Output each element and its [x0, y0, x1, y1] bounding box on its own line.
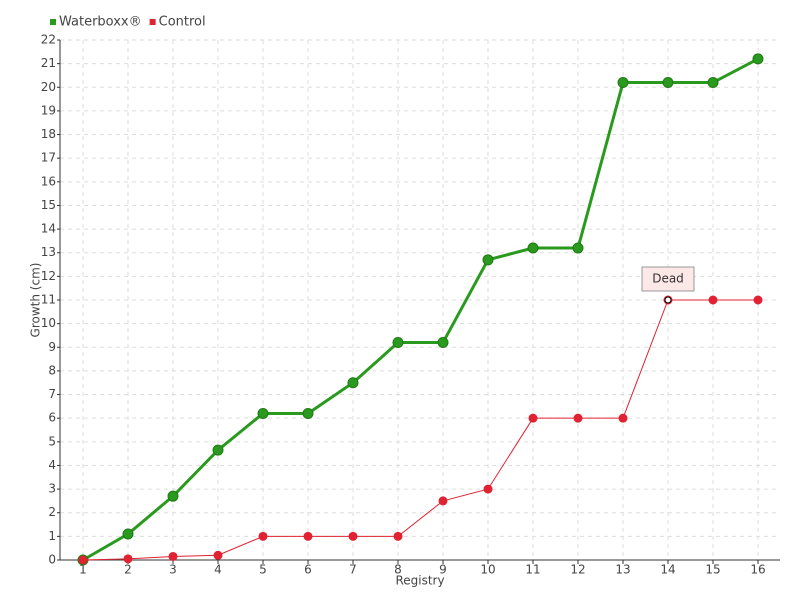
data-point: [393, 531, 403, 541]
data-point: [483, 484, 493, 494]
data-point: [258, 531, 268, 541]
data-point: [213, 550, 223, 560]
data-point: [573, 413, 583, 423]
data-point: [303, 531, 313, 541]
y-tick-label: 20: [41, 80, 56, 94]
data-point: [392, 337, 404, 349]
data-point: [437, 337, 449, 349]
x-tick-label: 16: [750, 563, 765, 577]
legend-label: Control: [159, 15, 206, 30]
y-tick-label: 0: [48, 553, 56, 567]
y-tick-label: 7: [48, 387, 56, 401]
data-point: [617, 77, 629, 89]
x-tick-label: 4: [214, 563, 222, 577]
data-point: [618, 413, 628, 423]
x-tick-label: 3: [169, 563, 177, 577]
x-tick-label: 13: [615, 563, 630, 577]
y-tick-label: 21: [41, 56, 56, 70]
y-tick-label: 11: [41, 293, 56, 307]
y-tick-label: 17: [41, 151, 56, 165]
y-tick-label: 9: [48, 340, 56, 354]
data-point: [167, 490, 179, 502]
annotation-point: [664, 296, 672, 304]
y-tick-label: 4: [48, 458, 56, 472]
x-tick-label: 7: [349, 563, 357, 577]
y-tick-label: 5: [48, 434, 56, 448]
y-tick-label: 16: [41, 174, 56, 188]
data-point: [257, 407, 269, 419]
data-point: [708, 295, 718, 305]
y-tick-label: 2: [48, 505, 56, 519]
data-point: [168, 551, 178, 561]
data-point: [482, 254, 494, 266]
data-point: [302, 407, 314, 419]
data-point: [122, 528, 134, 540]
legend-label: Waterboxx®: [59, 15, 142, 30]
data-point: [123, 554, 133, 564]
y-tick-label: 15: [41, 198, 56, 212]
y-tick-label: 6: [48, 411, 56, 425]
x-tick-label: 11: [525, 563, 540, 577]
y-tick-label: 3: [48, 482, 56, 496]
x-tick-label: 12: [570, 563, 585, 577]
annotation-box: [641, 266, 695, 292]
x-tick-label: 14: [660, 563, 675, 577]
x-axis-label: Registry: [395, 574, 444, 588]
y-tick-label: 19: [41, 103, 56, 117]
data-point: [438, 496, 448, 506]
data-point: [752, 53, 764, 65]
y-tick-label: 1: [48, 529, 56, 543]
data-point: [662, 77, 674, 89]
y-tick-label: 18: [41, 127, 56, 141]
x-tick-label: 8: [394, 563, 402, 577]
data-point: [212, 444, 224, 456]
x-tick-label: 5: [259, 563, 267, 577]
data-point: [527, 242, 539, 254]
x-tick-label: 1: [79, 563, 87, 577]
series-line: [82, 299, 758, 561]
y-tick-label: 14: [41, 222, 56, 236]
data-point: [528, 413, 538, 423]
x-tick-label: 2: [124, 563, 132, 577]
data-point: [572, 242, 584, 254]
legend-swatch: [50, 19, 56, 25]
data-point: [753, 295, 763, 305]
y-tick-label: 13: [41, 245, 56, 259]
y-tick-label: 10: [41, 316, 56, 330]
y-tick-label: 8: [48, 363, 56, 377]
y-tick-label: 12: [41, 269, 56, 283]
x-tick-label: 10: [480, 563, 495, 577]
data-point: [347, 377, 359, 389]
series-line: [82, 57, 759, 562]
annotation-text: Dead: [652, 272, 684, 286]
x-tick-label: 9: [439, 563, 447, 577]
y-tick-label: 22: [41, 33, 56, 47]
data-point: [78, 555, 88, 565]
data-point: [348, 531, 358, 541]
data-point: [707, 77, 719, 89]
legend-swatch: [149, 19, 156, 25]
x-tick-label: 15: [705, 563, 720, 577]
y-axis-label: Growth (cm): [29, 263, 43, 338]
x-tick-label: 6: [304, 563, 312, 577]
